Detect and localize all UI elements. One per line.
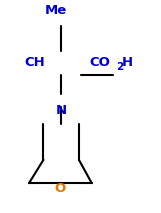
Text: CH: CH — [24, 56, 45, 69]
Text: O: O — [55, 182, 66, 195]
Text: H: H — [122, 56, 133, 69]
Text: N: N — [56, 104, 67, 117]
Text: 2: 2 — [116, 62, 123, 72]
Text: CO: CO — [89, 56, 110, 69]
Text: Me: Me — [45, 4, 67, 17]
